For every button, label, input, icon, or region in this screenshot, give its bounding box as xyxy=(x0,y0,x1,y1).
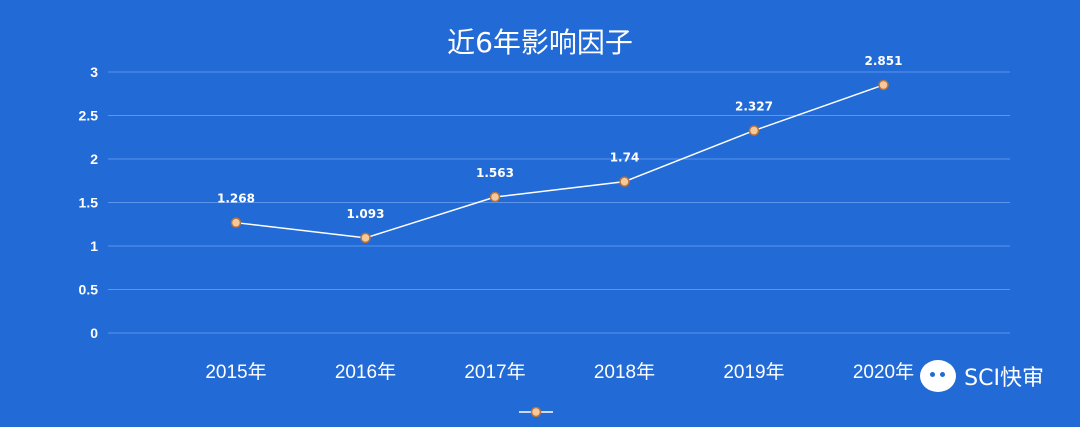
data-point[interactable] xyxy=(619,176,630,187)
grid-lines xyxy=(108,71,1010,334)
data-label: 1.563 xyxy=(476,166,514,180)
y-tick-label: 2 xyxy=(90,151,98,167)
x-tick-label: 2017年 xyxy=(464,361,525,383)
watermark-text: SCI快审 xyxy=(964,366,1044,391)
data-label: 2.851 xyxy=(865,54,903,68)
legend-marker xyxy=(530,406,542,418)
x-axis: 2015年 2016年 2017年 2018年 2019年 2020年 xyxy=(205,361,914,383)
y-tick-label: 2.5 xyxy=(79,108,99,124)
series-line xyxy=(235,84,884,239)
data-point[interactable] xyxy=(360,232,371,244)
y-axis: 0 0.5 1 1.5 2 2.5 3 xyxy=(79,64,99,341)
x-tick-label: 2018年 xyxy=(594,361,655,383)
y-tick-label: 0.5 xyxy=(79,282,99,298)
y-tick-label: 1 xyxy=(90,238,98,254)
data-label: 1.093 xyxy=(347,207,385,221)
y-tick-label: 3 xyxy=(90,64,98,80)
data-points xyxy=(230,79,889,244)
x-tick-label: 2015年 xyxy=(205,361,266,383)
chart-title: 近6年影响因子 xyxy=(447,26,633,59)
y-tick-label: 0 xyxy=(90,325,98,341)
data-label: 2.327 xyxy=(735,100,773,114)
data-point[interactable] xyxy=(878,79,889,91)
legend[interactable] xyxy=(519,406,553,418)
wechat-icon xyxy=(920,360,957,392)
data-point[interactable] xyxy=(748,125,760,136)
watermark: SCI快审 xyxy=(920,360,1044,392)
x-tick-label: 2020年 xyxy=(853,361,914,383)
x-tick-label: 2019年 xyxy=(723,361,784,383)
data-label: 1.74 xyxy=(610,151,640,165)
x-tick-label: 2016年 xyxy=(335,361,396,383)
data-label: 1.268 xyxy=(217,192,255,206)
data-point[interactable] xyxy=(230,217,242,228)
data-point[interactable] xyxy=(489,191,501,203)
data-labels: 1.268 1.093 1.563 1.74 2.327 2.851 xyxy=(217,54,902,221)
y-tick-label: 1.5 xyxy=(79,195,99,211)
